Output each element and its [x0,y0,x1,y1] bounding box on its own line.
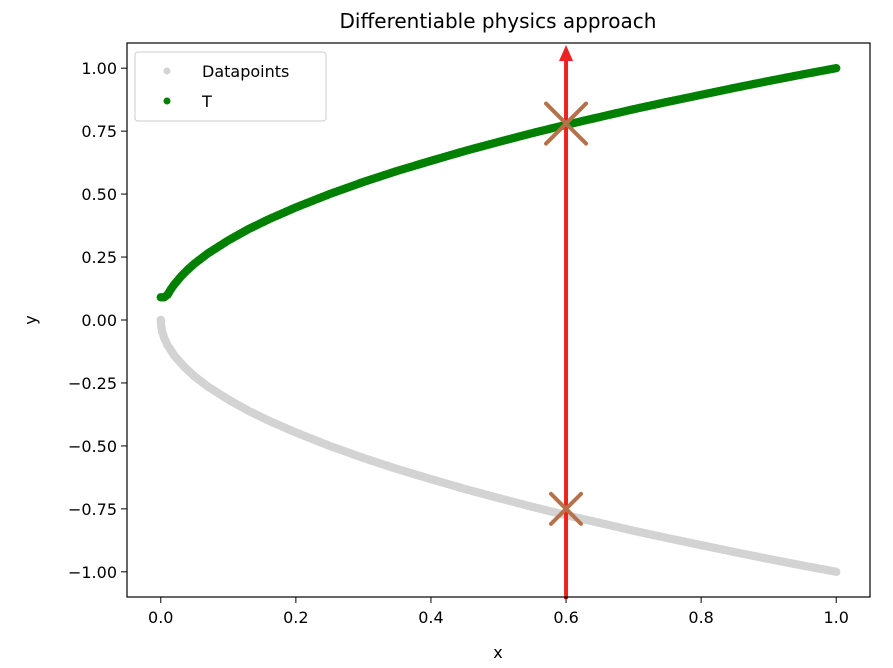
y-tick-label: −0.25 [68,374,117,393]
legend: Datapoints T [134,51,327,122]
y-tick-label: −0.75 [68,500,117,519]
point [832,567,841,577]
series-t [156,63,841,302]
y-tick-label: −1.00 [68,563,117,582]
plot-area [156,63,841,577]
cross-marker [549,491,584,526]
x-tick-label: 0.6 [553,608,578,627]
y-tick-label: 0.75 [81,122,117,141]
cross-marker [544,101,589,146]
annotation-layer [544,45,589,599]
x-axis-label: x [493,643,502,662]
series-datapoints [156,315,841,577]
legend-box [134,51,327,122]
y-tick-label: 0.50 [81,185,117,204]
x-tick-label: 0.8 [688,608,713,627]
point [832,63,841,73]
x-tick-label: 1.0 [824,608,849,627]
y-axis-ticks: 1.00 0.75 0.50 0.25 0.00 −0.25 −0.50 −0.75 −1.00 [68,59,127,582]
chart-title: Differentiable physics approach [340,9,657,33]
axes-frame [126,42,871,598]
y-tick-label: 0.25 [81,248,117,267]
legend-marker-datapoints [163,67,171,75]
x-axis-ticks: 0.0 0.2 0.4 0.6 0.8 1.0 [148,597,849,627]
x-tick-label: 0.4 [418,608,443,627]
x-tick-label: 0.0 [148,608,173,627]
legend-entry-datapoints: Datapoints [202,62,289,81]
y-axis-label: y [21,315,40,324]
legend-entry-t: T [201,92,212,111]
legend-marker-t [163,97,171,105]
vertical-arrow-head [559,45,574,61]
x-tick-label: 0.2 [283,608,308,627]
y-tick-label: 1.00 [81,59,117,78]
y-tick-label: 0.00 [81,311,117,330]
y-tick-label: −0.50 [68,437,117,456]
